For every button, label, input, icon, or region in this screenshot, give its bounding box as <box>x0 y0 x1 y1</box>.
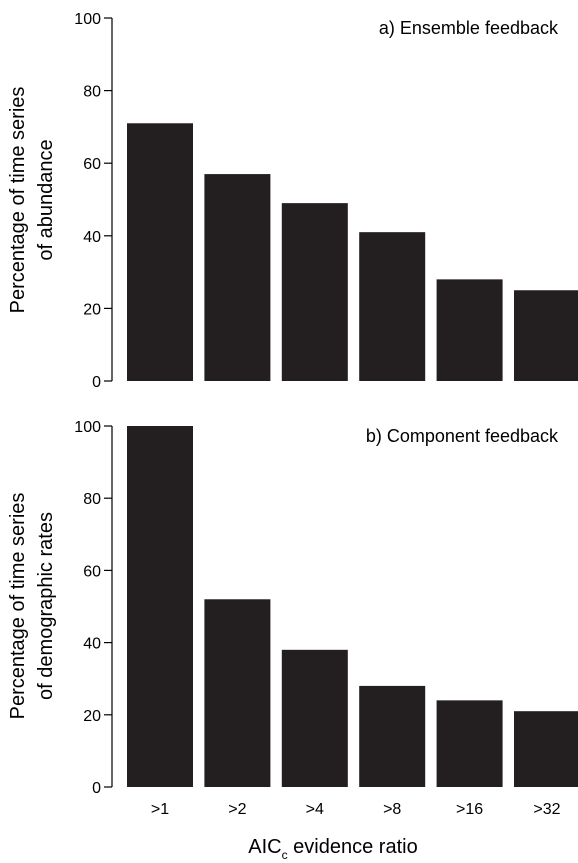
panel-title: a) Ensemble feedback <box>379 18 559 38</box>
y-tick-label: 100 <box>74 419 101 436</box>
panel-b: 0 20 40 60 80 100 b) Component feedback Percent… <box>7 419 578 797</box>
bar-gt4 <box>281 203 348 381</box>
bar-gt8 <box>359 232 426 381</box>
bar-gt2 <box>204 599 271 787</box>
panel-a: 0 20 40 60 80 100 a) Ensemble feedback Percenta… <box>7 11 578 391</box>
y-tick-label: 60 <box>83 156 101 173</box>
panel-title: b) Component feedback <box>366 426 559 446</box>
y-tick-label: 20 <box>83 301 101 318</box>
x-axis-label-main: AIC <box>248 836 281 858</box>
bar-gt16 <box>436 279 503 381</box>
x-axis-label-rest: evidence ratio <box>288 836 418 858</box>
bar-gt1 <box>127 123 193 382</box>
y-tick-label: 20 <box>83 708 101 725</box>
y-tick-label: 60 <box>83 563 101 580</box>
y-tick-label: 0 <box>92 374 101 391</box>
bar-gt2 <box>204 174 271 381</box>
x-tick-label: >16 <box>456 801 483 818</box>
x-tick-label: >8 <box>383 801 401 818</box>
y-axis-label-line: of abundance <box>35 139 57 260</box>
y-tick-label: 100 <box>74 11 101 28</box>
x-tick-label: >4 <box>306 801 324 818</box>
y-tick-label: 40 <box>83 636 101 653</box>
y-tick-label: 40 <box>83 229 101 246</box>
x-tick-labels: >1 >2 >4 >8 >16 >32 <box>151 801 561 818</box>
y-axis-label-line: Percentage of time series <box>7 87 29 314</box>
bar-gt1 <box>127 426 193 787</box>
x-axis-label-subscript: c <box>282 848 288 862</box>
bar-gt16 <box>436 700 503 787</box>
y-tick-label: 80 <box>83 491 101 508</box>
y-tick-label: 0 <box>92 780 101 797</box>
x-tick-label: >1 <box>151 801 169 818</box>
x-axis-label: AICc evidence ratio <box>248 836 417 862</box>
y-tick-label: 80 <box>83 84 101 101</box>
x-tick-label: >32 <box>533 801 560 818</box>
bar-gt32 <box>514 711 578 787</box>
bar-gt8 <box>359 685 426 787</box>
bar-gt4 <box>281 649 348 787</box>
y-axis-label-line: Percentage of time series <box>7 493 29 720</box>
x-tick-label: >2 <box>228 801 246 818</box>
bar-gt32 <box>514 290 578 381</box>
y-axis-label-line: of demographic rates <box>35 512 57 700</box>
